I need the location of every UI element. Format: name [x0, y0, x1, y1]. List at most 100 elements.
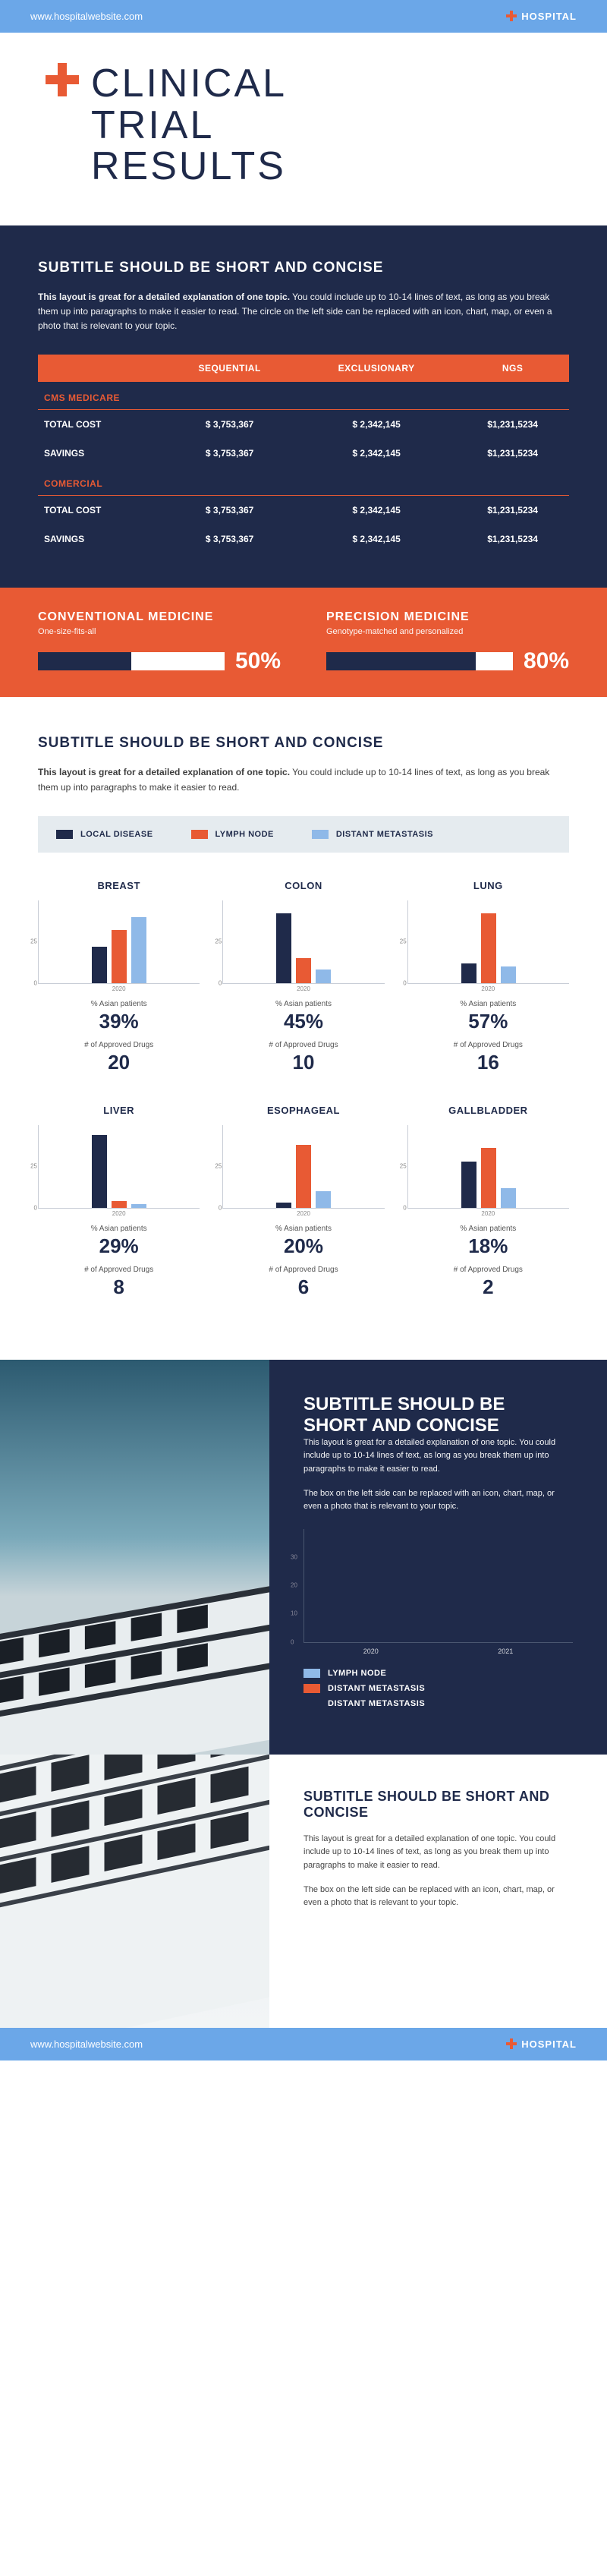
stat-label: # of Approved Drugs [407, 1266, 569, 1274]
legend-swatch [191, 830, 208, 839]
chart-title: COLON [222, 880, 384, 891]
compare-col: PRECISION MEDICINE Genotype-matched and … [326, 610, 569, 674]
chart-title: LUNG [407, 880, 569, 891]
section-text: This layout is great for a detailed expl… [304, 1833, 573, 1873]
stat-value: 20 [38, 1051, 200, 1074]
chart-xlabel: 2020 [38, 985, 200, 992]
stat-value: 18% [407, 1234, 569, 1258]
compare-title: CONVENTIONAL MEDICINE [38, 610, 281, 624]
legend-label: LYMPH NODE [328, 1669, 386, 1678]
legend-swatch [304, 1699, 320, 1708]
legend-item: LYMPH NODE [191, 830, 274, 839]
legend-label: DISTANT METASTASIS [336, 830, 433, 839]
bar-chart: 025 [222, 1125, 384, 1209]
building-photo-2 [0, 1755, 269, 2028]
stat-label: % Asian patients [38, 1225, 200, 1233]
bar [92, 1135, 107, 1208]
table-row: SAVINGS$ 3,753,367$ 2,342,145$1,231,5234 [38, 439, 569, 468]
section-heading: SUBTITLE SHOULD BE SHORT AND CONCISE [38, 735, 569, 752]
chart-title: GALLBLADDER [407, 1105, 569, 1116]
section-lead: This layout is great for a detailed expl… [38, 290, 569, 334]
legend-label: LOCAL DISEASE [80, 830, 153, 839]
compare-section: CONVENTIONAL MEDICINE One-size-fits-all … [0, 588, 607, 697]
stat-label: # of Approved Drugs [222, 1266, 384, 1274]
legend-swatch [304, 1684, 320, 1693]
chart-xlabel: 2021 [439, 1647, 574, 1655]
page-title: CLINICAL TRIAL RESULTS [91, 63, 287, 188]
bar [131, 1204, 146, 1207]
building-photo [0, 1360, 269, 1755]
stat-value: 8 [38, 1275, 200, 1299]
stat-label: % Asian patients [222, 1225, 384, 1233]
stat-value: 6 [222, 1275, 384, 1299]
bar [461, 1162, 476, 1208]
stat-label: # of Approved Drugs [38, 1041, 200, 1049]
progress-bar [38, 652, 225, 670]
bar-chart: 025 [222, 900, 384, 984]
table-header [38, 355, 162, 382]
chart-card: LIVER 025 2020 % Asian patients 29% # of… [38, 1105, 200, 1307]
stat-value: 29% [38, 1234, 200, 1258]
stat-label: % Asian patients [222, 1000, 384, 1008]
section-text: The box on the left side can be replaced… [304, 1487, 573, 1514]
stat-value: 2 [407, 1275, 569, 1299]
section-photo-chart: SUBTITLE SHOULD BE SHORT AND CONCISE Thi… [0, 1360, 607, 1755]
chart-xlabel: 2020 [304, 1647, 439, 1655]
bar [461, 963, 476, 983]
section-right: SUBTITLE SHOULD BE SHORT AND CONCISE Thi… [269, 1755, 607, 2028]
chart-card: LUNG 025 2020 % Asian patients 57% # of … [407, 880, 569, 1082]
stat-value: 39% [38, 1010, 200, 1033]
table-group: CMS MEDICARE [38, 382, 569, 410]
section-text: This layout is great for a detailed expl… [304, 1436, 573, 1477]
table-row: TOTAL COST$ 3,753,367$ 2,342,145$1,231,5… [38, 496, 569, 525]
legend-item: DISTANT METASTASIS [304, 1699, 573, 1708]
bar [276, 1203, 291, 1208]
stat-label: # of Approved Drugs [38, 1266, 200, 1274]
footer-brand: HOSPITAL [506, 2038, 577, 2050]
bar [276, 913, 291, 983]
bar [481, 1148, 496, 1207]
chart-card: GALLBLADDER 025 2020 % Asian patients 18… [407, 1105, 569, 1307]
bar [501, 966, 516, 983]
section-text: The box on the left side can be replaced… [304, 1884, 573, 1910]
chart-card: ESOPHAGEAL 025 2020 % Asian patients 20%… [222, 1105, 384, 1307]
header-brand: HOSPITAL [506, 11, 577, 22]
table-header: NGS [456, 355, 569, 382]
table-row: TOTAL COST$ 3,753,367$ 2,342,145$1,231,5… [38, 410, 569, 440]
legend-item: LOCAL DISEASE [56, 830, 153, 839]
stat-label: # of Approved Drugs [407, 1041, 569, 1049]
section-table: SUBTITLE SHOULD BE SHORT AND CONCISE Thi… [0, 225, 607, 588]
header-url: www.hospitalwebsite.com [30, 11, 143, 22]
footer-url: www.hospitalwebsite.com [30, 2038, 143, 2050]
cost-table: SEQUENTIALEXCLUSIONARYNGS CMS MEDICARETO… [38, 355, 569, 553]
legend-swatch [312, 830, 329, 839]
compare-col: CONVENTIONAL MEDICINE One-size-fits-all … [38, 610, 281, 674]
legend-item: LYMPH NODE [304, 1669, 573, 1678]
bar [131, 917, 146, 983]
legend-label: DISTANT METASTASIS [328, 1684, 425, 1693]
compare-title: PRECISION MEDICINE [326, 610, 569, 624]
chart-xlabel: 2020 [222, 1210, 384, 1217]
bar [296, 1145, 311, 1208]
legend-label: LYMPH NODE [215, 830, 274, 839]
legend-label: DISTANT METASTASIS [328, 1699, 425, 1708]
bar-chart: 025 [407, 1125, 569, 1209]
title-block: CLINICAL TRIAL RESULTS [0, 33, 607, 225]
section-bottom: SUBTITLE SHOULD BE SHORT AND CONCISE Thi… [0, 1755, 607, 2028]
section-charts: SUBTITLE SHOULD BE SHORT AND CONCISE Thi… [0, 697, 607, 1359]
footer-bar: www.hospitalwebsite.com HOSPITAL [0, 2028, 607, 2060]
section-heading: SUBTITLE SHOULD BE SHORT AND CONCISE [304, 1789, 573, 1821]
progress-value: 80% [524, 648, 569, 674]
chart-title: BREAST [38, 880, 200, 891]
bar [316, 970, 331, 982]
legend-swatch [56, 830, 73, 839]
chart-legend: LOCAL DISEASE LYMPH NODE DISTANT METASTASI… [38, 816, 569, 853]
chart-xlabel: 2020 [38, 1210, 200, 1217]
progress-bar [326, 652, 513, 670]
legend-swatch [304, 1669, 320, 1678]
chart-card: COLON 025 2020 % Asian patients 45% # of… [222, 880, 384, 1082]
plus-icon [506, 11, 517, 21]
stat-value: 20% [222, 1234, 384, 1258]
plus-icon [506, 2038, 517, 2049]
stat-value: 57% [407, 1010, 569, 1033]
